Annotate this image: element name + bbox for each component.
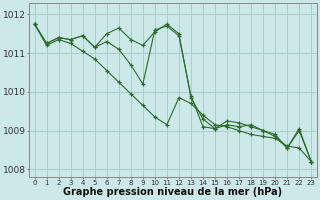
X-axis label: Graphe pression niveau de la mer (hPa): Graphe pression niveau de la mer (hPa) xyxy=(63,187,283,197)
